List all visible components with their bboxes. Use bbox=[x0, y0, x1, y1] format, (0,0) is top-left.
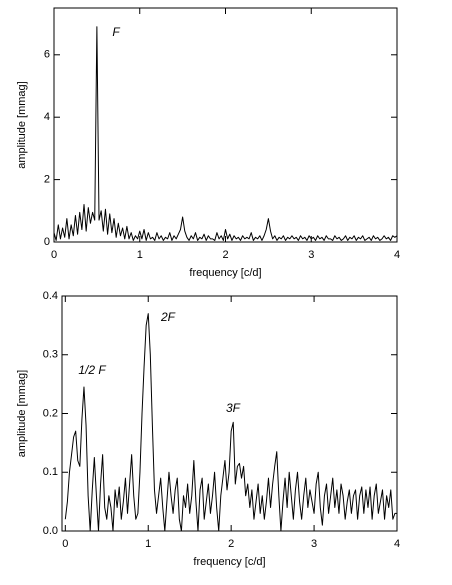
y-tick-label: 0.3 bbox=[43, 349, 58, 361]
x-tick-label: 4 bbox=[394, 538, 400, 550]
y-tick-label: 4 bbox=[44, 111, 50, 123]
spectrum-line bbox=[64, 313, 397, 532]
y-tick-label: 0.1 bbox=[43, 466, 58, 478]
annotation: 3F bbox=[226, 401, 241, 415]
y-axis-label: amplitude [mmag] bbox=[16, 81, 28, 168]
x-tick-label: 1 bbox=[137, 249, 143, 261]
x-tick-label: 0 bbox=[62, 538, 68, 550]
y-tick-label: 6 bbox=[44, 49, 50, 61]
x-axis-label: frequency [c/d] bbox=[189, 267, 261, 279]
x-tick-label: 2 bbox=[228, 538, 234, 550]
x-tick-label: 2 bbox=[222, 249, 228, 261]
x-axis-label: frequency [c/d] bbox=[193, 556, 265, 568]
annotation: 2F bbox=[160, 310, 176, 324]
y-tick-label: 0 bbox=[44, 236, 50, 248]
y-tick-label: 0.4 bbox=[43, 290, 58, 302]
y-tick-label: 0.2 bbox=[43, 407, 58, 419]
y-tick-label: 0.0 bbox=[43, 525, 58, 537]
y-axis-label: amplitude [mmag] bbox=[16, 370, 28, 457]
spectrum-line bbox=[53, 26, 398, 241]
x-tick-label: 3 bbox=[308, 249, 314, 261]
x-tick-label: 1 bbox=[145, 538, 151, 550]
plot-frame bbox=[53, 7, 398, 243]
annotation: F bbox=[112, 25, 120, 39]
y-tick-label: 2 bbox=[44, 174, 50, 186]
x-tick-label: 4 bbox=[394, 249, 400, 261]
x-tick-label: 3 bbox=[311, 538, 317, 550]
x-tick-label: 0 bbox=[51, 249, 57, 261]
annotation: 1/2 F bbox=[78, 363, 106, 377]
